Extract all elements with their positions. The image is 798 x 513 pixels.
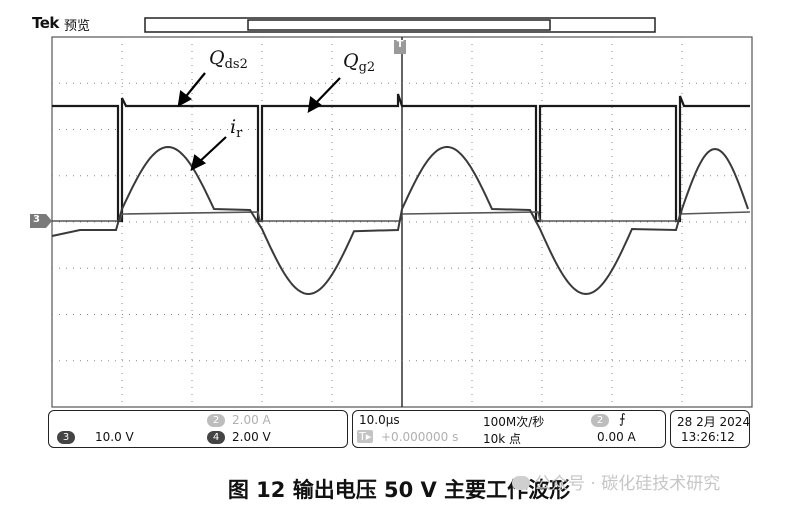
label-qg2-main: Q [343,50,359,72]
trigger-marker[interactable] [394,40,406,54]
label-qds2: Qds2 [209,47,248,72]
delay-icon: T▸ [357,430,374,443]
ch4-badge: 4 [207,431,225,444]
mode-label: 预览 [64,19,91,34]
record-view-window [247,19,551,31]
graticule-grid [52,37,752,407]
qds2-arrowhead [177,89,193,108]
brand-label: Tek [32,14,59,32]
ch3-scale: 10.0 V [95,430,134,444]
time: 13:26:12 [681,430,735,444]
label-qds2-main: Q [209,47,225,69]
ch2-badge: 2 [207,414,225,427]
watermark-text: 公众号 · 碳化硅技术研究 [534,474,721,494]
horizontal-settings-box[interactable]: 10.0μs 100M次/秒 2 ⨍ T▸ +0.000000 s 10k 点 … [352,410,666,448]
status-panel: 2 2.00 A 3 10.0 V 4 2.00 V 10.0μs 100M次/… [48,410,750,448]
record-length: 10k 点 [483,432,522,446]
wechat-icon [512,476,530,490]
channel-3-marker[interactable] [30,214,52,228]
timebase: 10.0μs [359,413,400,427]
qg2-arrowhead [307,95,323,114]
ch2-scale: 2.00 A [232,413,271,427]
watermark: 公众号 · 碳化硅技术研究 [512,469,720,494]
trigger-slope-icon: ⨍ [619,412,626,427]
ir-arrow [196,136,227,165]
trigger-level: 0.00 A [597,430,636,444]
label-ir: ir [230,116,242,141]
label-qds2-sub: ds2 [224,57,248,72]
datetime-box: 28 2月 2024 13:26:12 [670,410,750,448]
trigger-source-badge: 2 [591,414,609,427]
label-ir-sub: r [236,126,243,141]
ch3-badge: 3 [57,431,75,444]
date: 28 2月 2024 [677,415,751,429]
label-qg2: Qg2 [343,50,375,75]
delay-value: +0.000000 s [381,430,459,444]
channel-3-marker-label: 3 [33,214,40,225]
label-ir-main: i [230,116,237,138]
label-qg2-sub: g2 [358,60,376,75]
trigger-marker-label: T [396,39,404,50]
qg2-arrow [312,77,341,107]
vertical-settings-box[interactable]: 2 2.00 A 3 10.0 V 4 2.00 V [48,410,348,448]
sample-rate: 100M次/秒 [483,415,545,429]
ch4-scale: 2.00 V [232,430,271,444]
ir-arrowhead [190,154,207,172]
